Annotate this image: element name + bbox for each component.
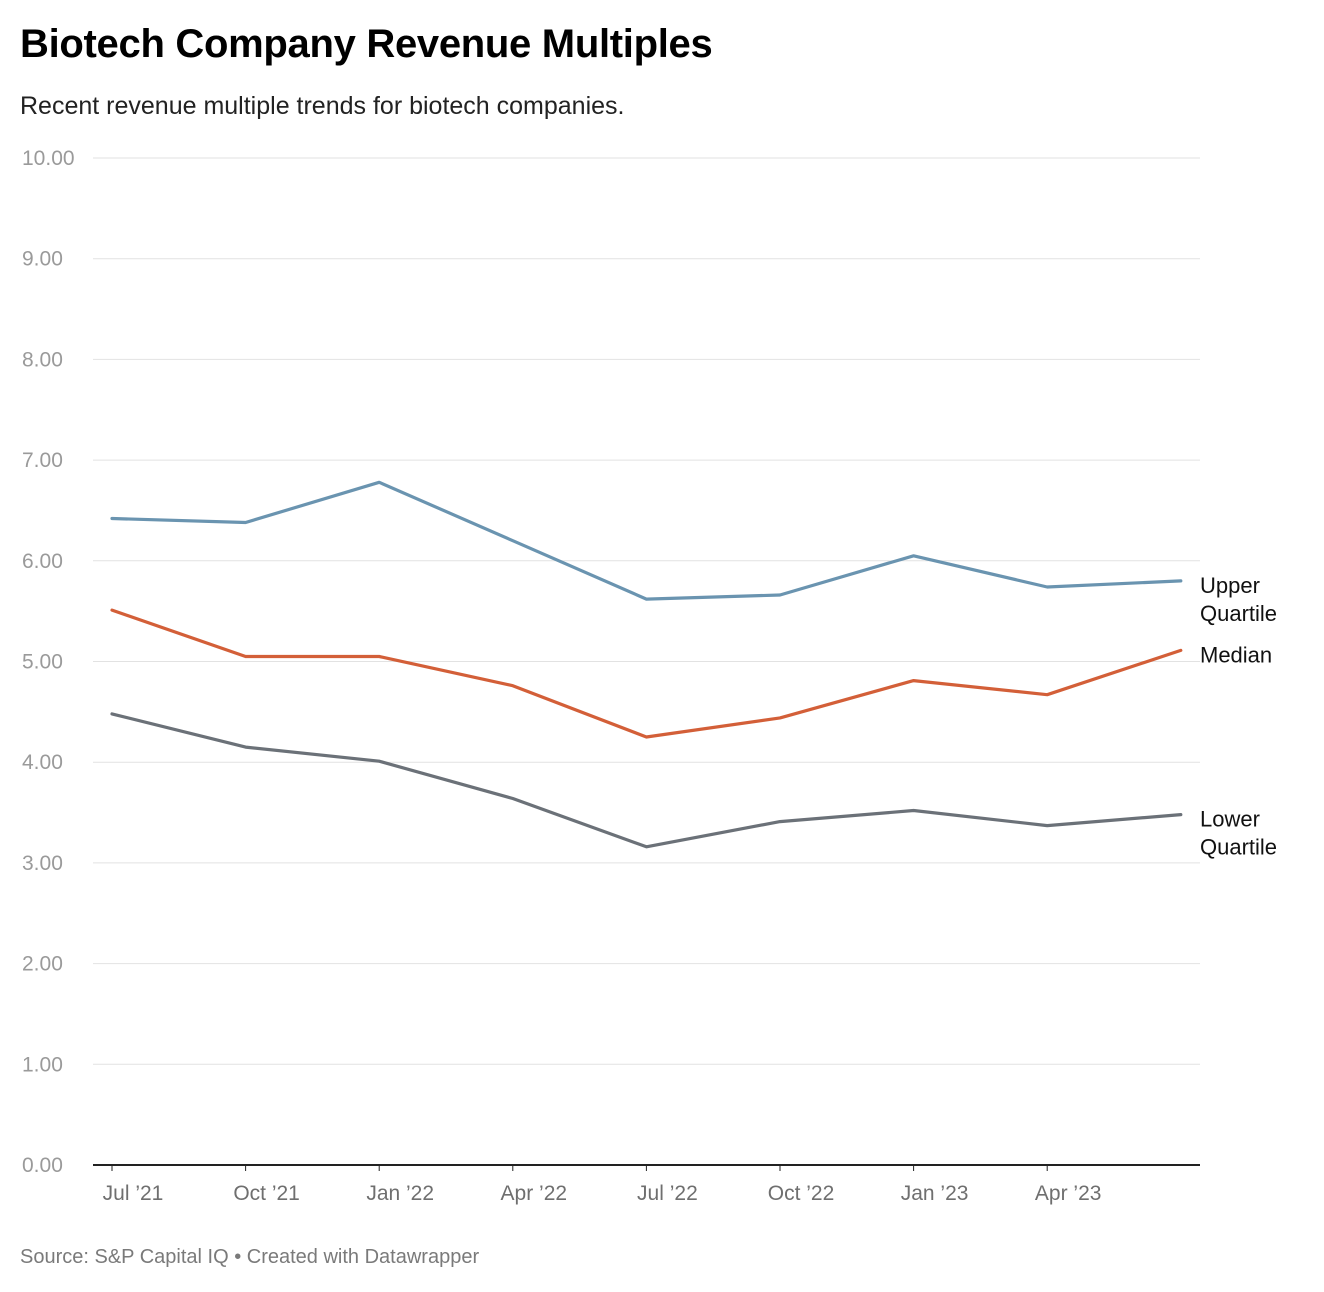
- y-tick-label: 1.00: [22, 1053, 63, 1076]
- x-tick-label: Apr ’22: [501, 1182, 568, 1205]
- y-tick-label: 5.00: [22, 651, 63, 674]
- series-label-median: Median: [1200, 642, 1272, 667]
- y-tick-label: 4.00: [22, 751, 63, 774]
- series-line-lower-quartile: [110, 712, 1183, 849]
- y-tick-label: 9.00: [22, 248, 63, 271]
- x-tick-label: Jan ’22: [366, 1182, 434, 1205]
- x-tick-label: Jan ’23: [901, 1182, 969, 1205]
- series-label-line: Upper: [1200, 573, 1260, 598]
- series-label-line: Median: [1200, 642, 1272, 667]
- x-tick-label: Apr ’23: [1035, 1182, 1102, 1205]
- x-axis: Jul ’21 Oct ’21 Jan ’22 Apr ’22 Jul ’22 Oct ’…: [93, 1164, 1200, 1205]
- source-text: Source: S&P Capital IQ: [20, 1246, 229, 1268]
- series-label-line: Quartile: [1200, 835, 1277, 860]
- series-line-upper-quartile: [110, 480, 1183, 601]
- chart-subtitle: Recent revenue multiple trends for biote…: [20, 92, 625, 120]
- series-line-median: [110, 608, 1183, 739]
- series-label-lower-quartile: Lower Quartile: [1200, 807, 1277, 860]
- footer-source: Source: S&P Capital IQ • Created with Da…: [20, 1246, 479, 1269]
- y-tick-label: 2.00: [22, 953, 63, 976]
- y-tick-label: 10.00: [22, 147, 75, 170]
- y-tick-label: 7.00: [22, 449, 63, 472]
- gridlines: [93, 157, 1200, 1065]
- y-tick-label: 8.00: [22, 348, 63, 371]
- series-label-line: Lower: [1200, 807, 1260, 832]
- credit-text: Created with Datawrapper: [246, 1246, 480, 1268]
- chart-title: Biotech Company Revenue Multiples: [20, 22, 713, 66]
- series-labels: Upper Quartile Median Lower Quartile: [1200, 573, 1277, 860]
- series-lines: [110, 480, 1183, 849]
- separator-dot: •: [234, 1246, 242, 1268]
- y-axis-labels: 0.00 1.00 2.00 3.00 4.00 5.00 6.00 7.00 8.00 9.00…: [22, 147, 75, 1177]
- series-label-line: Quartile: [1200, 601, 1277, 626]
- y-tick-label: 6.00: [22, 550, 63, 573]
- y-tick-label: 3.00: [22, 852, 63, 875]
- x-tick-label: Oct ’22: [768, 1182, 835, 1205]
- y-tick-label: 0.00: [22, 1154, 63, 1177]
- x-tick-label: Jul ’21: [103, 1182, 164, 1205]
- x-tick-label: Jul ’22: [637, 1182, 698, 1205]
- x-tick-label: Oct ’21: [233, 1182, 300, 1205]
- series-label-upper-quartile: Upper Quartile: [1200, 573, 1277, 626]
